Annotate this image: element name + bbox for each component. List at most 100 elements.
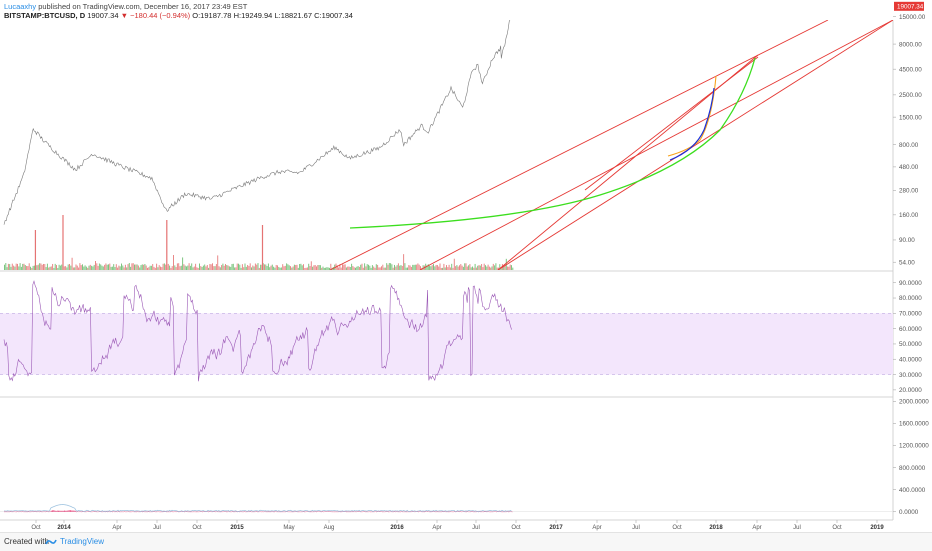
volume-bar [122,266,123,270]
last-price-badge-label: 19007.34 [897,4,924,11]
volume-bar [169,266,170,270]
volume-bar [212,263,213,270]
volume-bar [199,264,200,270]
volume-bar [213,266,214,270]
volume-bar [200,266,201,270]
volume-bar [472,267,473,270]
rsi-tick-label: 40.0000 [899,356,922,363]
volume-bar [146,266,147,270]
volume-bar [73,268,74,270]
volume-bar [161,267,162,270]
volume-bar [12,264,13,270]
osc-histogram-bar [60,511,61,512]
volume-bar [16,264,17,270]
volume-bar [81,265,82,270]
volume-bar [150,266,151,270]
time-tick-label: Jul [793,525,801,531]
osc-histogram-bar [70,510,71,511]
volume-bar [24,264,25,270]
price-series-line [4,6,512,224]
volume-bar [221,265,222,270]
volume-bar [447,267,448,270]
volume-bar [215,266,216,270]
volume-bar [256,265,257,270]
volume-bar [99,264,100,270]
volume-bar [416,265,417,270]
volume-bar [26,266,27,270]
volume-bar [183,264,184,270]
rsi-tick-label: 20.0000 [899,387,922,394]
volume-bar [172,266,173,270]
volume-bar [274,268,275,270]
osc-histogram-bar [62,511,63,512]
time-tick-label: May [283,525,294,531]
price-tick-label: 280.00 [899,188,919,195]
volume-bar [27,266,28,270]
volume-bar [492,266,493,270]
volume-bar [230,267,231,270]
volume-bar [130,267,131,270]
volume-bar [107,265,108,270]
volume-bar [143,265,144,270]
volume-bar [345,264,346,270]
volume-bar [485,265,486,270]
osc-histogram-bar [74,511,75,512]
volume-bar [493,264,494,270]
volume-bar [187,266,188,270]
volume-bar [40,263,41,270]
time-tick-label: 2015 [230,525,244,531]
volume-bar [260,265,261,270]
volume-bar [190,266,191,270]
volume-bar [286,263,287,270]
volume-bar [235,267,236,270]
volume-bar [278,267,279,270]
green-curve [350,58,755,228]
trend-line [585,57,758,190]
volume-bar [442,268,443,270]
volume-bar [5,263,6,270]
volume-bar [356,267,357,270]
time-tick-label: Jul [632,525,640,531]
volume-bar [463,267,464,270]
chart-canvas[interactable]: 800000.00450000.00250000.00150000.008000… [0,0,932,532]
time-tick-label: 2018 [709,525,723,531]
volume-bar [103,266,104,270]
volume-bar [326,267,327,270]
osc-tick-label: 2000.0000 [899,399,929,406]
volume-spike [262,225,263,270]
volume-bar [95,261,96,270]
volume-bar [74,267,75,270]
price-tick-label: 1500.00 [899,114,922,121]
volume-bar [233,264,234,270]
volume-bar [346,267,347,270]
volume-bar [449,265,450,270]
volume-bar [120,266,121,270]
footer-bar: Created with TradingView [0,532,932,551]
time-tick-label: 2019 [870,525,884,531]
volume-bar [44,264,45,270]
volume-bar [401,265,402,270]
volume-bar [224,266,225,270]
volume-bar [378,267,379,270]
volume-bar [117,268,118,270]
time-tick-label: 2016 [390,525,404,531]
volume-bar [194,267,195,270]
volume-bar [25,265,26,270]
volume-bar [135,264,136,270]
volume-bar [129,263,130,270]
osc-histogram-bar [69,510,70,511]
volume-bar [216,264,217,270]
price-tick-label: 160.00 [899,212,919,219]
volume-bar [51,266,52,270]
volume-bar [125,265,126,270]
volume-bar [94,265,95,270]
volume-spike [62,215,63,270]
tradingview-brand-link[interactable]: TradingView [60,533,104,551]
time-tick-label: Apr [752,525,761,531]
osc-tick-label: 0.0000 [899,509,919,516]
volume-bar [56,265,57,270]
volume-bar [152,264,153,270]
volume-bar [371,268,372,270]
time-tick-label: Jul [472,525,480,531]
volume-bar [177,263,178,270]
